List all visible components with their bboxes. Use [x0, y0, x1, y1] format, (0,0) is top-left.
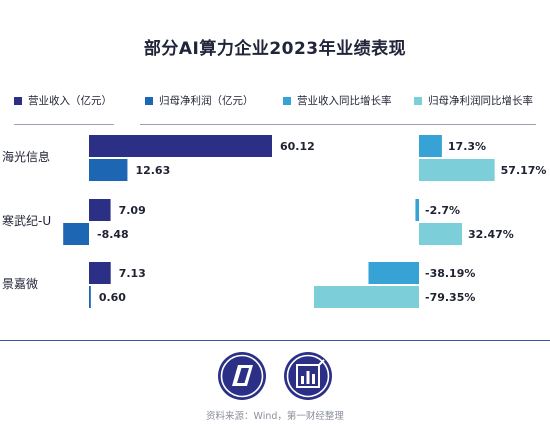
data-label-revenue-growth-jingjiawei: -38.19%: [425, 267, 475, 280]
data-news-logo-icon: [282, 350, 334, 402]
category-label-hanwuji: 寒武纪-U: [2, 213, 51, 228]
legend-swatch-revenue: [14, 97, 22, 105]
chart-title: 部分AI算力企业2023年业绩表现: [143, 39, 407, 59]
bar-profit-growth-jingjiawei: [314, 286, 419, 308]
data-label-revenue-growth-hanwuji: -2.7%: [425, 204, 460, 217]
data-label-revenue-hanwuji: 7.09: [119, 204, 146, 217]
divider-right: [140, 124, 536, 125]
bar-net-profit-haiguang: [89, 159, 128, 181]
chart-growth: 17.3% 57.17% -2.7% 32.47% -38.19% -79.35%: [314, 135, 546, 308]
legend-swatch-revenue-growth: [283, 97, 291, 105]
legend-label-revenue: 营业收入（亿元）: [28, 95, 112, 107]
legend: 营业收入（亿元） 归母净利润（亿元） 营业收入同比增长率 归母净利润同比增长率: [0, 94, 550, 108]
data-label-revenue-haiguang: 60.12: [280, 140, 315, 153]
bar-revenue-hanwuji: [89, 199, 111, 221]
bar-net-profit-jingjiawei: [89, 286, 91, 308]
bar-net-profit-hanwuji: [63, 223, 89, 245]
data-label-profit-growth-jingjiawei: -79.35%: [425, 291, 475, 304]
category-label-haiguang: 海光信息: [2, 149, 50, 164]
divider-left: [14, 124, 114, 125]
bar-revenue-growth-jingjiawei: [368, 262, 419, 284]
legend-swatch-net-profit: [145, 97, 153, 105]
data-label-net-profit-jingjiawei: 0.60: [99, 291, 126, 304]
data-label-revenue-growth-haiguang: 17.3%: [448, 140, 486, 153]
category-label-jingjiawei: 景嘉微: [2, 277, 38, 291]
legend-label-net-profit: 归母净利润（亿元）: [159, 95, 254, 107]
bar-revenue-haiguang: [89, 135, 272, 157]
source-note: 资料来源：Wind，第一财经整理: [206, 411, 344, 422]
data-label-profit-growth-hanwuji: 32.47%: [468, 228, 514, 241]
bar-revenue-growth-haiguang: [419, 135, 442, 157]
data-label-net-profit-haiguang: 12.63: [135, 164, 170, 177]
yicai-logo-icon: [216, 350, 268, 402]
legend-swatch-profit-growth: [414, 97, 422, 105]
bar-revenue-growth-hanwuji: [415, 199, 419, 221]
data-label-profit-growth-haiguang: 57.17%: [501, 164, 547, 177]
data-label-net-profit-hanwuji: -8.48: [97, 228, 129, 241]
bar-profit-growth-haiguang: [419, 159, 495, 181]
footer-divider: [0, 340, 550, 341]
legend-label-revenue-growth: 营业收入同比增长率: [297, 95, 392, 107]
data-label-revenue-jingjiawei: 7.13: [119, 267, 146, 280]
chart-financials: 海光信息 60.12 12.63 寒武纪-U 7.09 -8.48 景嘉微 7.13 0.60: [2, 135, 315, 308]
bar-profit-growth-hanwuji: [419, 223, 462, 245]
bar-revenue-jingjiawei: [89, 262, 111, 284]
legend-label-profit-growth: 归母净利润同比增长率: [428, 95, 533, 107]
chart-area: 海光信息60.1212.63寒武纪-U7.09-8.48景嘉微7.130.60 …: [2, 135, 546, 308]
